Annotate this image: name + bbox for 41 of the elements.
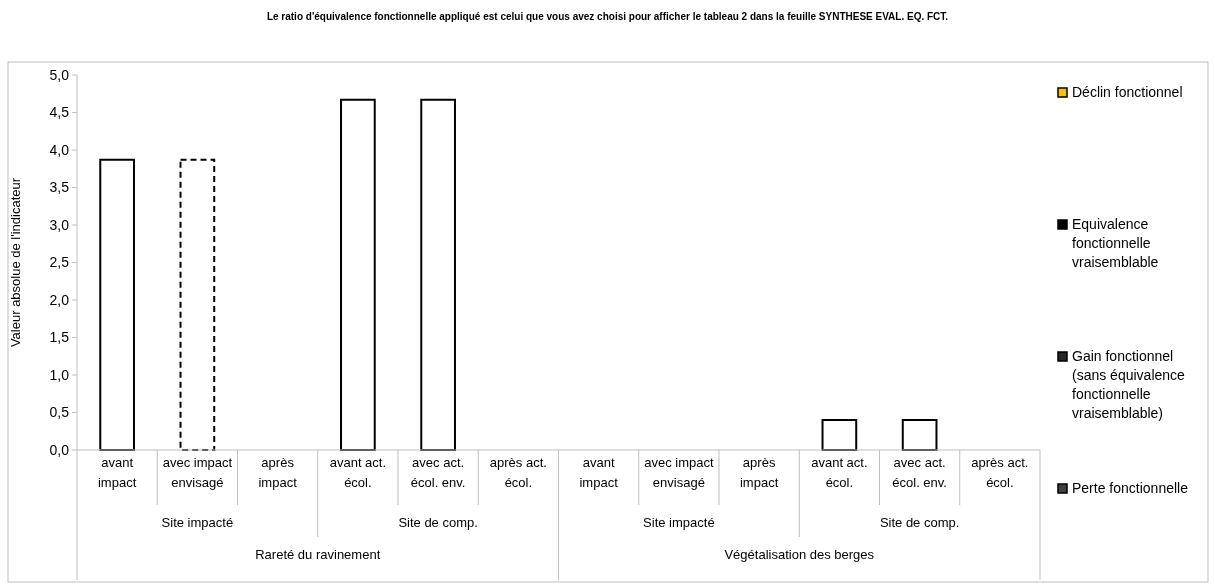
legend-label: Déclin fonctionnel xyxy=(1072,84,1183,100)
y-axis-title: Valeur absolue de l'indicateur xyxy=(8,177,23,348)
x-tick-label: avant act. écol. xyxy=(811,455,868,490)
x-tick-label: avant impact xyxy=(97,455,137,490)
x-tick-label: avec act. écol. env. xyxy=(892,455,947,490)
y-tick-label: 4,5 xyxy=(49,104,70,121)
y-tick-label: 3,0 xyxy=(49,216,70,233)
bar xyxy=(420,98,456,451)
y-tick-label: 3,5 xyxy=(49,179,70,196)
bar xyxy=(99,158,135,451)
x-tick-label: avec act. écol. env. xyxy=(410,455,466,490)
x-tick-label: après act. écol. xyxy=(971,455,1029,490)
text: Site de comp. xyxy=(879,515,960,530)
x-tick-label: après impact xyxy=(739,455,779,490)
text: Végétalisation des berges xyxy=(724,547,875,562)
x-tick-label: avec impact envisagé xyxy=(162,455,233,490)
y-tick-label: 1,5 xyxy=(49,329,70,346)
y-tick-label: 0,0 xyxy=(49,441,70,458)
text: Rareté du ravinement xyxy=(255,547,381,562)
legend-label: Gain fonctionnel (sans équivalence fonctionnelle vraisemblable) xyxy=(1072,348,1186,421)
text: Site impacté xyxy=(643,515,715,530)
x-tick-label: après impact xyxy=(258,455,298,490)
x-tick-label: avec impact envisagé xyxy=(644,455,714,490)
y-tick-label: 0,5 xyxy=(49,404,70,421)
bar xyxy=(179,158,216,451)
text: Site impacté xyxy=(161,515,234,530)
y-tick-label: 2,5 xyxy=(49,254,70,271)
bar xyxy=(821,419,858,451)
bar xyxy=(340,98,376,451)
chart-title: Le ratio d'équivalence fonctionnelle appliqué est celui que vous avez choisi pour afficher le tableau 2 dans la feuille SYNTHESE EVAL. EQ. FCT. xyxy=(266,11,949,22)
y-tick-label: 1,0 xyxy=(49,366,70,383)
y-tick-label: 5,0 xyxy=(49,66,70,83)
y-tick-label: 2,0 xyxy=(49,291,70,308)
legend-label: Equivalence fonctionnelle vraisemblable xyxy=(1072,216,1159,270)
x-tick-label: après act. écol. xyxy=(489,455,547,490)
legend-label: Perte fonctionnelle xyxy=(1072,480,1189,496)
text: Site de comp. xyxy=(398,515,478,530)
y-tick-label: 4,0 xyxy=(49,141,70,158)
x-tick-label: avant act. écol. xyxy=(329,455,387,490)
x-tick-label: avant impact xyxy=(579,455,619,490)
bar xyxy=(901,419,938,451)
